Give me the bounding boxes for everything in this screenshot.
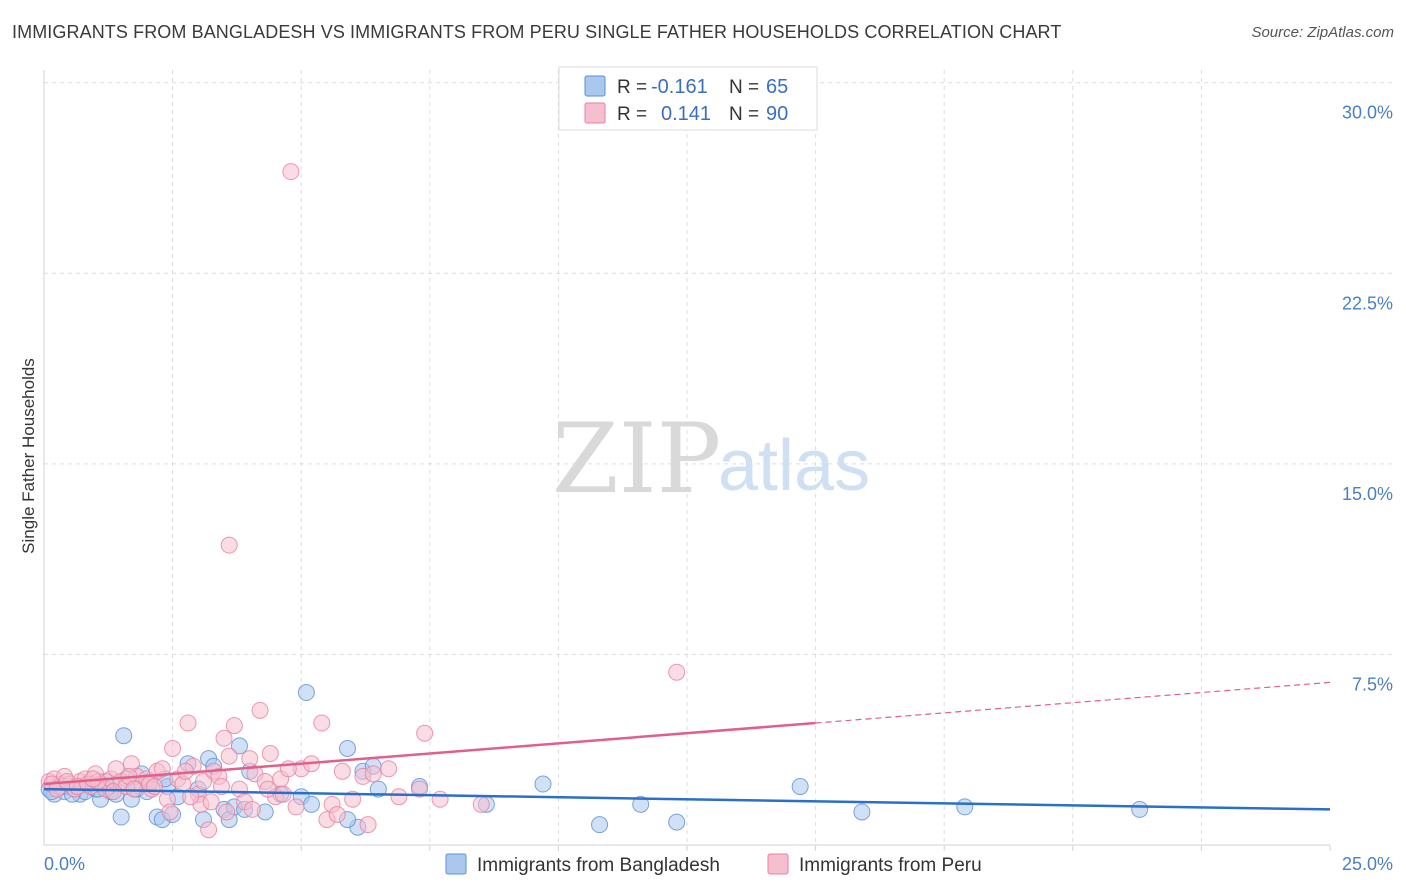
legend-swatch-bangladesh (584, 75, 606, 97)
y-tick-label: 22.5% (1342, 293, 1393, 313)
peru-point (215, 729, 233, 747)
correlation-legend: R = -0.161 N = 65 R = 0.141 N = 90 (558, 66, 818, 131)
bottom-legend-bangladesh: Immigrants from Bangladesh (477, 855, 720, 876)
chart-title: IMMIGRANTS FROM BANGLADESH VS IMMIGRANTS… (12, 22, 1062, 42)
source-label: Source: ZipAtlas.com (1251, 24, 1394, 41)
legend-n-value-1: 90 (766, 103, 788, 125)
peru-point (153, 760, 171, 778)
peru-point (125, 780, 143, 798)
peru-point (220, 747, 238, 765)
peru-point (194, 772, 212, 790)
peru-point (333, 762, 351, 780)
legend-n-value-0: 65 (766, 76, 788, 98)
peru-point (104, 783, 122, 801)
legend-r-value-1: 0.141 (661, 103, 711, 125)
peru-point (161, 803, 179, 821)
peru-point (282, 163, 300, 181)
bangladesh-point (853, 803, 871, 821)
bangladesh-point (115, 727, 133, 745)
x-tick-label-min: 0.0% (44, 854, 85, 874)
x-tick-label-max: 25.0% (1342, 854, 1393, 874)
peru-point (431, 790, 449, 808)
y-axis-title: Single Father Households (19, 358, 38, 554)
peru-point (668, 663, 686, 681)
watermark-zip: ZIP (552, 403, 721, 515)
peru-point (241, 750, 259, 768)
y-tick-label: 15.0% (1342, 484, 1393, 504)
peru-point (287, 798, 305, 816)
peru-point (243, 800, 261, 818)
y-tick-label: 30.0% (1342, 103, 1393, 123)
axis-layer: 7.5% 15.0% 22.5% 30.0% 0.0% 25.0% (43, 70, 1393, 874)
bangladesh-point (791, 778, 809, 796)
peru-point (416, 724, 434, 742)
y-tick-label: 7.5% (1352, 674, 1393, 694)
bangladesh-point (1131, 800, 1149, 818)
bottom-swatch-bangladesh (445, 853, 467, 875)
legend-r-label-1: R = (617, 104, 647, 125)
peru-point (328, 806, 346, 824)
peru-point (220, 536, 238, 554)
peru-point (202, 793, 220, 811)
peru-point (390, 788, 408, 806)
peru-point (259, 780, 277, 798)
bangladesh-point (302, 795, 320, 813)
bangladesh-point (668, 813, 686, 831)
peru-point (225, 717, 243, 735)
peru-point (212, 778, 230, 796)
legend-r-label-0: R = (617, 77, 647, 98)
bangladesh-point (591, 816, 609, 834)
peru-point (179, 714, 197, 732)
peru-point (251, 701, 269, 719)
peru-point (218, 803, 236, 821)
grid-layer (44, 70, 1395, 845)
bangladesh-point (230, 737, 248, 755)
bangladesh-point (338, 739, 356, 757)
bottom-swatch-peru (767, 853, 789, 875)
peru-point (380, 760, 398, 778)
bangladesh-point (956, 798, 974, 816)
peru-point (364, 765, 382, 783)
peru-trend-line (43, 721, 816, 786)
watermark: ZIP atlas (552, 403, 870, 515)
peru-point (411, 780, 429, 798)
peru-point (200, 821, 218, 839)
peru-point (261, 745, 279, 763)
trend-layer (43, 681, 1331, 811)
peru-point (359, 816, 377, 834)
watermark-atlas: atlas (718, 426, 870, 506)
bangladesh-point (112, 808, 130, 826)
peru-point (164, 739, 182, 757)
bangladesh-point (297, 684, 315, 702)
bangladesh-point (632, 795, 650, 813)
legend-swatch-peru (584, 102, 606, 124)
bangladesh-trend-line (43, 787, 1331, 811)
peru-trend-line-extension (815, 681, 1331, 724)
peru-point (472, 795, 490, 813)
legend-r-value-0: -0.161 (651, 76, 708, 98)
legend-n-label-1: N = (729, 104, 759, 125)
peru-point (313, 714, 331, 732)
bangladesh-point (534, 775, 552, 793)
legend-n-label-0: N = (729, 77, 759, 98)
bottom-legend-peru: Immigrants from Peru (799, 855, 982, 876)
series-legend: Immigrants from Bangladesh Immigrants fr… (445, 853, 982, 876)
